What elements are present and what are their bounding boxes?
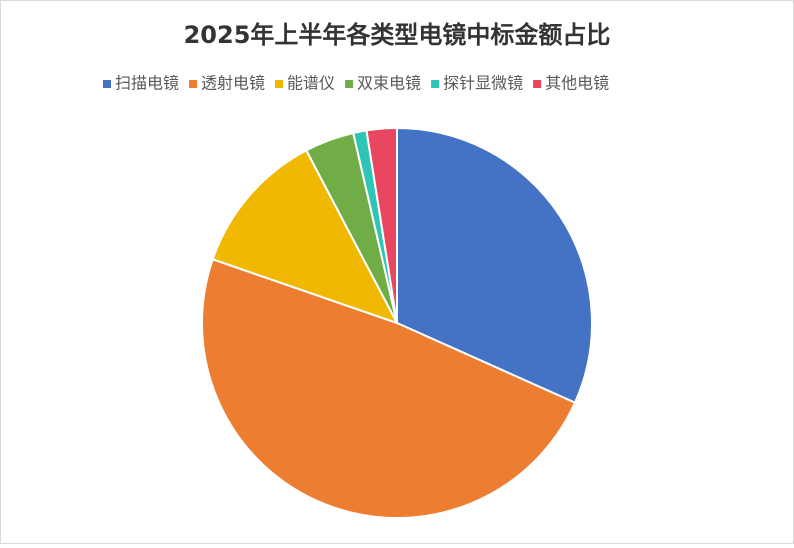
pie-slice — [365, 126, 398, 324]
chart-title: 2025年上半年各类型电镜中标金额占比 — [184, 21, 611, 49]
pie-slice — [201, 257, 577, 519]
legend-swatch — [533, 80, 542, 88]
legend-swatch — [189, 80, 198, 88]
legend-label: 双束电镜 — [357, 74, 421, 93]
legend-label: 能谱仪 — [287, 74, 335, 93]
legend-label: 透射电镜 — [201, 74, 265, 93]
legend-swatch — [345, 80, 354, 88]
legend: 扫描电镜 透射电镜 能谱仪 双束电镜 探针显微镜 其他电镜 — [103, 74, 609, 93]
pie-slice — [396, 126, 593, 405]
legend-label: 其他电镜 — [545, 74, 609, 93]
legend-swatch — [275, 80, 284, 88]
legend-swatch — [103, 80, 111, 88]
pie — [201, 126, 593, 519]
legend-swatch — [431, 80, 440, 88]
pie-slice — [211, 149, 400, 325]
legend-label: 扫描电镜 — [115, 74, 179, 93]
legend-label: 探针显微镜 — [443, 74, 523, 93]
